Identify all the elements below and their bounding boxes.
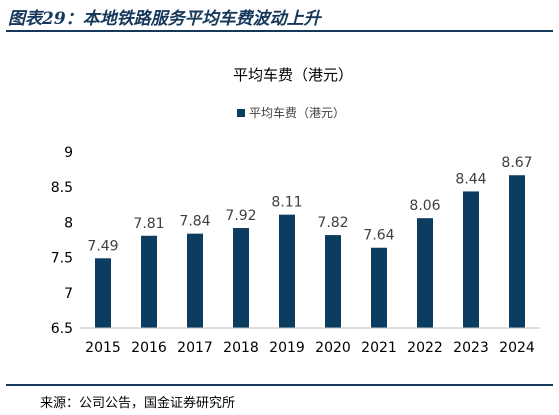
bar — [279, 214, 295, 328]
x-tick-label: 2017 — [177, 340, 213, 356]
bar — [95, 258, 111, 328]
x-tick-label: 2015 — [85, 340, 121, 356]
bar — [463, 191, 479, 328]
bar — [233, 228, 249, 328]
bar — [325, 235, 341, 328]
y-tick-label: 9 — [64, 145, 73, 161]
y-tick-label: 7 — [64, 286, 73, 302]
x-tick-label: 2018 — [223, 340, 259, 356]
source-rule — [6, 384, 553, 386]
x-tick-label: 2022 — [407, 340, 443, 356]
data-label: 7.49 — [87, 238, 118, 254]
data-label: 8.44 — [455, 171, 486, 187]
bar — [509, 175, 525, 328]
y-tick-label: 8.5 — [51, 180, 73, 196]
y-tick-label: 6.5 — [51, 321, 73, 337]
bars: 7.49 7.81 7.84 7.92 8.11 7.82 7.64 8.06 8.44 8.67 — [87, 155, 533, 328]
x-axis: 2015 2016 2017 2018 2019 2020 2021 2022 2023 2024 — [85, 340, 535, 356]
bar — [417, 218, 433, 328]
figure-title: 图表29：本地铁路服务平均车费波动上升 — [8, 9, 321, 29]
x-tick-label: 2020 — [315, 340, 351, 356]
data-label: 7.81 — [133, 216, 164, 232]
bar — [141, 235, 157, 328]
x-tick-label: 2019 — [269, 340, 305, 356]
data-label: 7.64 — [363, 228, 394, 244]
legend-swatch — [237, 109, 245, 117]
legend: 平均车费（港元） — [237, 105, 345, 120]
x-tick-label: 2021 — [361, 340, 397, 356]
x-tick-label: 2023 — [453, 340, 489, 356]
data-label: 7.92 — [225, 208, 256, 224]
bar — [371, 247, 387, 328]
data-label: 7.84 — [179, 214, 210, 230]
data-label: 8.06 — [409, 198, 440, 214]
x-tick-label: 2024 — [499, 340, 535, 356]
data-label: 7.82 — [317, 215, 348, 231]
title-rule — [6, 30, 553, 32]
data-label: 8.11 — [271, 195, 302, 211]
data-label: 8.67 — [501, 155, 532, 171]
y-tick-label: 7.5 — [51, 251, 73, 267]
bar-chart: 平均车费（港元） 平均车费（港元） 6.577.588.59 7.497.81 7… — [51, 66, 540, 356]
legend-label: 平均车费（港元） — [249, 105, 345, 120]
y-tick-label: 8 — [64, 215, 73, 231]
source-note: 来源：公司公告，国金证券研究所 — [40, 396, 236, 411]
chart-title: 平均车费（港元） — [233, 66, 353, 84]
y-axis: 6.5 7 7.5 8 8.5 9 — [51, 145, 73, 337]
x-tick-label: 2016 — [131, 340, 167, 356]
bar — [187, 233, 203, 328]
